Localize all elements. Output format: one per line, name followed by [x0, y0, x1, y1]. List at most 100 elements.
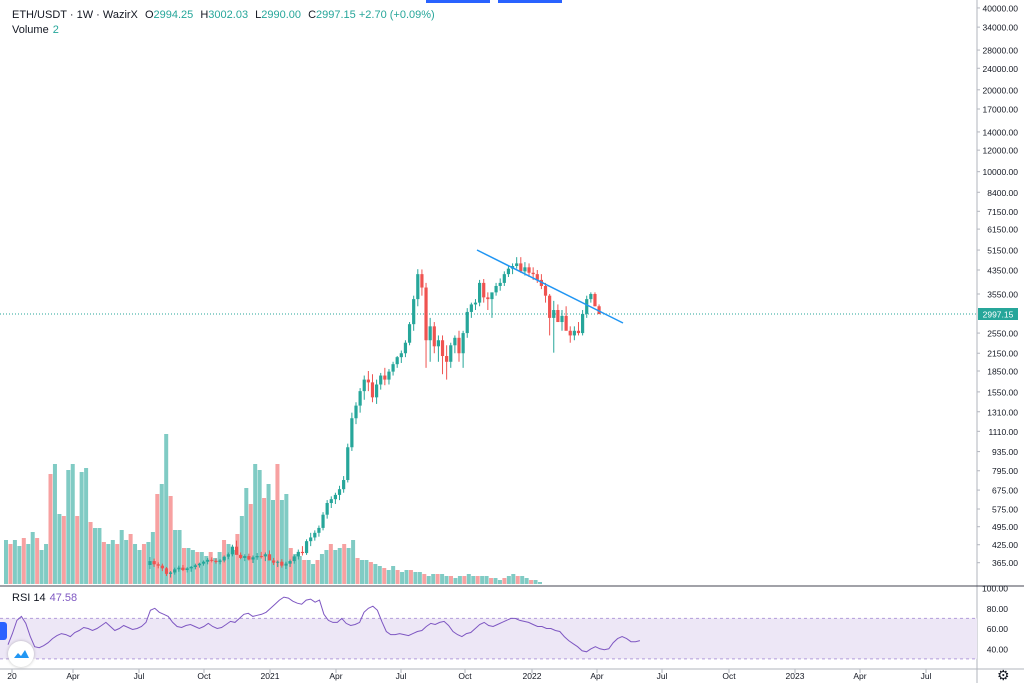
volume-bar	[110, 540, 115, 584]
rsi-value: 47.58	[49, 592, 78, 604]
volume-bar	[239, 516, 244, 584]
time-axis-label: Oct	[197, 671, 211, 681]
gear-icon[interactable]: ⚙	[997, 667, 1010, 683]
volume-bar	[48, 474, 53, 584]
candle-body	[292, 556, 296, 562]
volume-bar	[271, 500, 275, 584]
volume-value: 2	[52, 24, 59, 36]
low-label: L	[255, 9, 262, 21]
rsi-label: RSI 14	[12, 592, 46, 604]
candle-body	[350, 418, 354, 448]
candle-body	[185, 568, 189, 571]
candle-body	[420, 274, 424, 288]
price-axis-label: 20000.00	[983, 85, 1019, 95]
candle-body	[197, 563, 202, 566]
candle-body	[387, 371, 391, 380]
last-price-label: 2997.15	[983, 310, 1014, 320]
symbol-legend: ETH/USDT · 1W · WazirX O2994.25 H3002.03…	[12, 8, 435, 22]
candle-body	[156, 564, 160, 566]
top-toolbar-tab-indicator[interactable]	[426, 0, 490, 3]
open-value: 2994.25	[153, 9, 194, 21]
candle-body	[189, 566, 193, 569]
volume-bar	[88, 522, 93, 584]
volume-bar	[533, 580, 538, 584]
volume-bar	[297, 556, 302, 584]
volume-bar	[302, 560, 307, 584]
volume-bar	[235, 534, 240, 584]
cloud-icon	[14, 650, 29, 658]
volume-bar	[342, 544, 347, 584]
price-axis-label: 10000.00	[983, 167, 1019, 177]
candle-body	[412, 299, 416, 325]
volume-bar	[484, 576, 489, 584]
volume-bar	[168, 496, 173, 584]
volume-bar	[328, 544, 333, 584]
candle-body	[527, 267, 531, 273]
candle-body	[395, 357, 399, 365]
candle-body	[498, 282, 502, 286]
volume-bar	[400, 572, 405, 584]
top-toolbar-tab-indicator-2[interactable]	[498, 0, 562, 3]
volume-bar	[226, 544, 231, 584]
volume-bar	[128, 534, 133, 584]
volume-bar	[466, 574, 471, 584]
volume-bar	[8, 544, 13, 584]
candle-body	[523, 267, 527, 272]
candle-body	[552, 310, 556, 318]
candle-body	[296, 551, 300, 557]
candle-body	[325, 503, 329, 515]
volume-bar	[386, 570, 391, 584]
symbol-title[interactable]: ETH/USDT · 1W · WazirX	[12, 9, 138, 21]
close-value: 2997.15	[316, 9, 356, 21]
price-axis-label: 795.00	[992, 466, 1018, 476]
volume-bar	[275, 464, 280, 584]
rsi-legend[interactable]: RSI 14 47.58	[12, 592, 77, 604]
volume-bar	[524, 578, 529, 584]
price-axis-label: 1550.00	[987, 387, 1018, 397]
volume-bar	[124, 540, 129, 584]
price-axis-label: 935.00	[992, 447, 1018, 457]
volume-bar	[333, 550, 338, 584]
volume-legend[interactable]: Volume 2	[12, 24, 59, 36]
candle-body	[589, 294, 593, 300]
volume-bar	[538, 582, 542, 584]
candle-body	[449, 345, 453, 362]
volume-bar	[230, 550, 235, 584]
volume-bar	[39, 550, 44, 584]
price-axis-label: 7150.00	[987, 207, 1018, 217]
candle-body	[379, 375, 383, 385]
volume-bar	[266, 484, 271, 584]
candle-body	[478, 282, 482, 303]
volume-bar	[70, 464, 75, 584]
volume-bar	[133, 544, 138, 584]
candle-body	[337, 489, 342, 495]
candle-body	[543, 285, 548, 296]
candle-body	[519, 263, 523, 272]
side-toggle-button[interactable]	[0, 622, 7, 640]
volume-bar	[195, 552, 200, 584]
price-axis-label: 1110.00	[989, 427, 1019, 437]
volume-bar	[529, 580, 534, 584]
volume-bar	[190, 550, 195, 584]
candle-body	[473, 302, 478, 305]
candle-body	[568, 330, 572, 336]
volume-label: Volume	[12, 24, 49, 36]
candle-body	[321, 514, 325, 528]
volume-bar	[435, 574, 440, 584]
candle-body	[210, 559, 214, 561]
last-price-badge	[978, 308, 1018, 320]
volume-bar	[346, 548, 351, 584]
time-axis-label: Oct	[722, 671, 736, 681]
candle-body	[234, 546, 239, 555]
time-axis-label: Oct	[458, 671, 472, 681]
candle-body	[502, 274, 506, 283]
volume-bar	[293, 554, 298, 584]
candle-body	[169, 572, 173, 574]
volume-bar	[413, 572, 418, 584]
volume-bar	[173, 530, 178, 584]
tradingview-logo-icon[interactable]	[8, 641, 34, 667]
candle-body	[267, 554, 272, 561]
price-axis-label: 34000.00	[983, 23, 1019, 33]
